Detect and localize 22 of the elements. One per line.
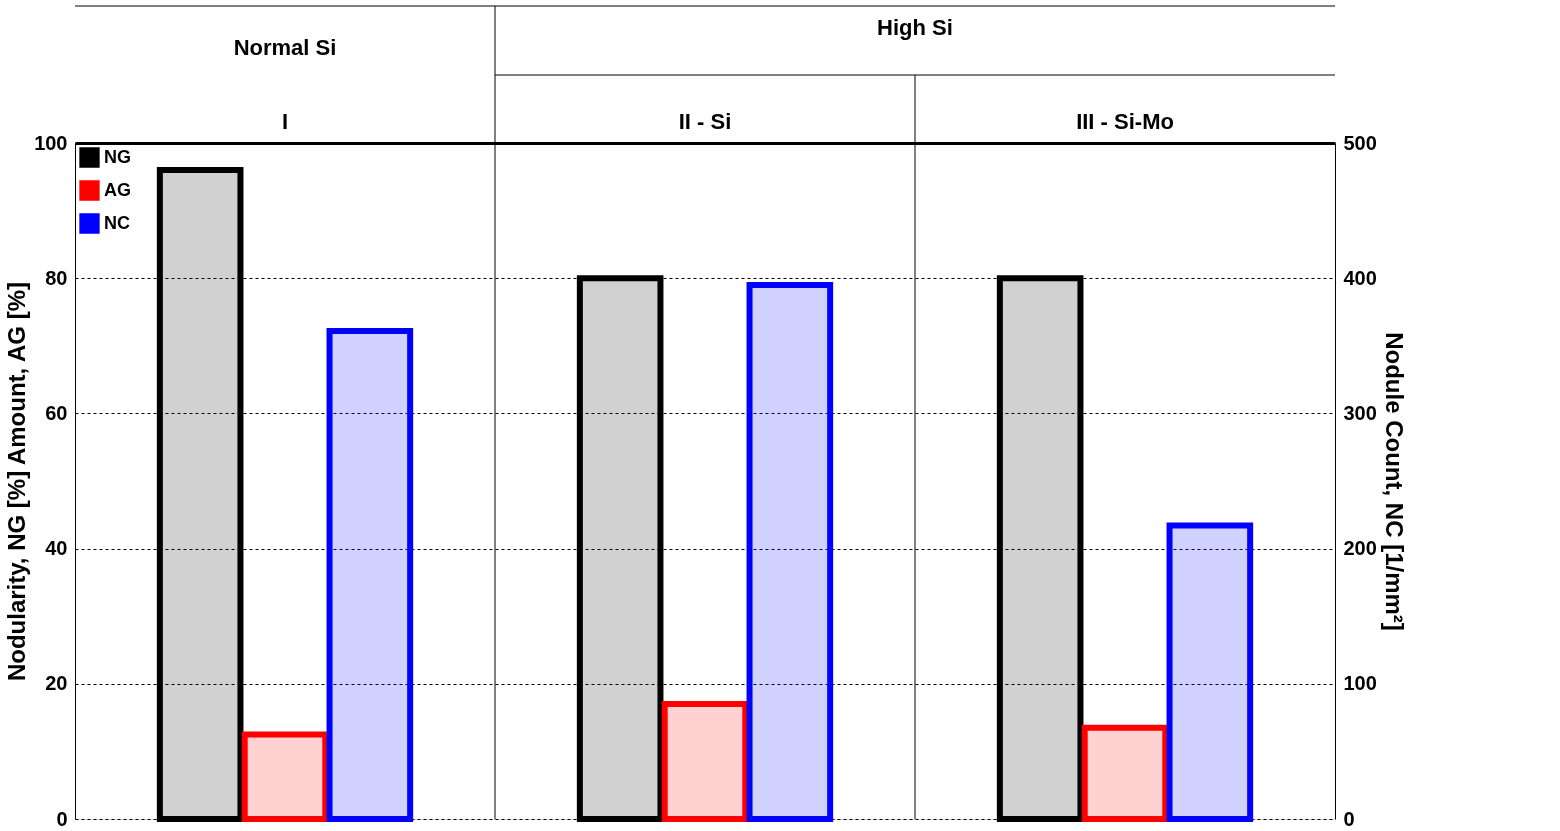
text: Normal Si <box>233 35 337 60</box>
y-tick-label: 80 <box>45 266 68 289</box>
legend-label: NG <box>104 146 131 167</box>
y2-tick-label: 100 <box>1343 672 1377 695</box>
y-tick-label: 0 <box>56 807 68 830</box>
text: High Si <box>877 15 953 40</box>
x-tick-label: III - Si-Mo <box>1076 108 1174 134</box>
y2-tick-label: 300 <box>1343 401 1377 424</box>
y2-tick-label: 500 <box>1343 131 1377 154</box>
y-tick-label: 60 <box>45 401 68 424</box>
y2-axis-title: Nodule Count, NC [1/mm²] <box>1380 332 1408 631</box>
x-tick-label: II - Si <box>678 108 732 134</box>
y2-tick-label: 400 <box>1343 266 1377 289</box>
y2-tick-label: 0 <box>1343 807 1355 830</box>
y2-tick-label: 200 <box>1343 537 1377 560</box>
y-tick-label: 100 <box>34 131 68 154</box>
y-axis-title: Nodularity, NG [%] Amount, AG [%] <box>3 281 31 682</box>
y-tick-label: 20 <box>45 672 68 695</box>
legend-label: NC <box>104 212 130 233</box>
legend-label: AG <box>104 179 131 200</box>
x-tick-label: I <box>281 108 289 134</box>
y-tick-label: 40 <box>45 537 68 560</box>
